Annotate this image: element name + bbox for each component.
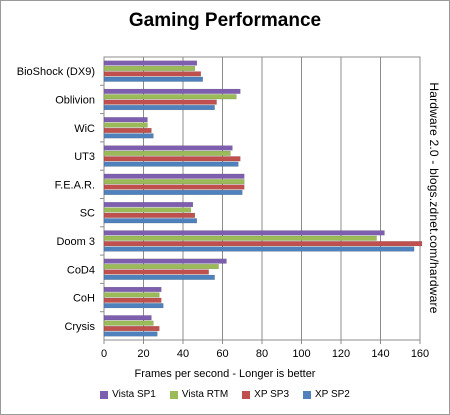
bar — [103, 133, 154, 139]
x-tick-label: 100 — [292, 348, 310, 360]
legend-label: Vista RTM — [181, 389, 229, 400]
legend-swatch — [303, 390, 312, 399]
legend-label: Vista SP1 — [112, 389, 156, 400]
bar — [103, 326, 160, 332]
bar — [103, 76, 203, 82]
bar — [103, 320, 154, 326]
x-tick-label: 80 — [256, 348, 268, 360]
bar — [103, 65, 196, 71]
x-tick-label: 60 — [216, 348, 228, 360]
x-tick-label: 40 — [177, 348, 189, 360]
bar — [103, 60, 198, 66]
legend-label: XP SP2 — [315, 389, 350, 400]
legend-swatch — [100, 390, 109, 399]
bar — [103, 71, 201, 77]
category-label: CoH — [73, 293, 95, 305]
legend-swatch — [242, 390, 251, 399]
bar — [103, 150, 231, 156]
bar — [103, 286, 162, 292]
legend-item: XP SP3 — [242, 389, 289, 400]
category-label: UT3 — [74, 151, 95, 163]
legend-item: XP SP2 — [303, 389, 350, 400]
bar — [103, 331, 158, 337]
bar — [103, 212, 196, 218]
bar — [103, 315, 152, 321]
bar — [103, 269, 209, 275]
bar — [103, 274, 215, 280]
category-label: Crysis — [64, 321, 95, 333]
x-tick-label: 160 — [411, 348, 429, 360]
bar — [103, 230, 385, 236]
bar — [103, 122, 148, 128]
bar — [103, 117, 148, 123]
bar — [103, 297, 162, 303]
chart-title: Gaming Performance — [128, 10, 322, 31]
bar — [103, 235, 377, 241]
bar — [103, 189, 243, 195]
bar — [103, 94, 237, 100]
legend-item: Vista RTM — [169, 389, 229, 400]
x-tick-label: 140 — [371, 348, 389, 360]
bar — [103, 303, 164, 309]
x-tick-label: 120 — [332, 348, 350, 360]
legend: Vista SP1 Vista RTM XP SP3 XP SP2 — [0, 389, 450, 400]
side-note-text: Hardware 2.0 - blogs.zdnet.com/hardware — [427, 82, 441, 314]
category-label: BioShock (DX9) — [17, 66, 95, 78]
bar — [103, 161, 239, 167]
bar — [103, 241, 423, 247]
x-axis-label: Frames per second - Longer is better — [134, 368, 316, 380]
bar — [103, 292, 160, 298]
category-label: F.E.A.R. — [55, 179, 95, 191]
bar — [103, 127, 152, 133]
bar — [103, 99, 217, 105]
category-label: CoD4 — [67, 264, 95, 276]
bar — [103, 88, 241, 94]
bar — [103, 207, 192, 213]
legend-label: XP SP3 — [254, 389, 290, 400]
bar — [103, 156, 241, 162]
bar — [103, 202, 194, 208]
x-tick-label: 20 — [137, 348, 149, 360]
bar — [103, 184, 245, 190]
category-label: SC — [80, 208, 95, 220]
bar — [103, 246, 415, 252]
bar — [103, 264, 219, 270]
bar — [103, 173, 245, 179]
bar — [103, 145, 233, 151]
category-label: Doom 3 — [56, 236, 95, 248]
bar — [103, 179, 245, 185]
side-note: Hardware 2.0 - blogs.zdnet.com/hardware — [423, 78, 445, 318]
bar — [103, 258, 227, 264]
category-label: Oblivion — [55, 94, 95, 106]
legend-item: Vista SP1 — [100, 389, 156, 400]
bar — [103, 218, 198, 224]
x-tick-label: 0 — [101, 348, 107, 360]
category-label: WiC — [74, 123, 95, 135]
bar — [103, 105, 215, 111]
legend-swatch — [169, 390, 178, 399]
